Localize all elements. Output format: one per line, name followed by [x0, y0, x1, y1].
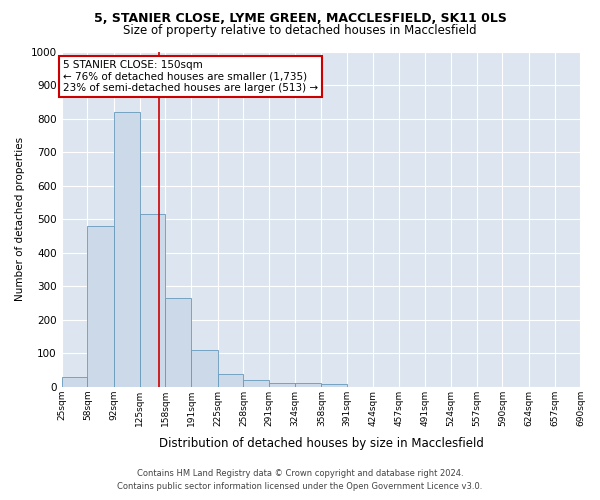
Bar	[114, 112, 140, 386]
Bar	[322, 384, 347, 386]
Bar	[244, 380, 269, 386]
Bar	[87, 226, 114, 386]
Bar	[269, 384, 295, 386]
Bar	[166, 298, 191, 386]
Text: 5, STANIER CLOSE, LYME GREEN, MACCLESFIELD, SK11 0LS: 5, STANIER CLOSE, LYME GREEN, MACCLESFIE…	[94, 12, 506, 26]
Bar	[140, 214, 166, 386]
Bar	[295, 384, 322, 386]
Y-axis label: Number of detached properties: Number of detached properties	[15, 137, 25, 301]
Bar	[191, 350, 218, 387]
Text: Contains HM Land Registry data © Crown copyright and database right 2024.
Contai: Contains HM Land Registry data © Crown c…	[118, 470, 482, 491]
Bar	[62, 378, 87, 386]
Bar	[218, 374, 244, 386]
Text: 5 STANIER CLOSE: 150sqm
← 76% of detached houses are smaller (1,735)
23% of semi: 5 STANIER CLOSE: 150sqm ← 76% of detache…	[63, 60, 318, 93]
X-axis label: Distribution of detached houses by size in Macclesfield: Distribution of detached houses by size …	[158, 437, 484, 450]
Text: Size of property relative to detached houses in Macclesfield: Size of property relative to detached ho…	[123, 24, 477, 37]
